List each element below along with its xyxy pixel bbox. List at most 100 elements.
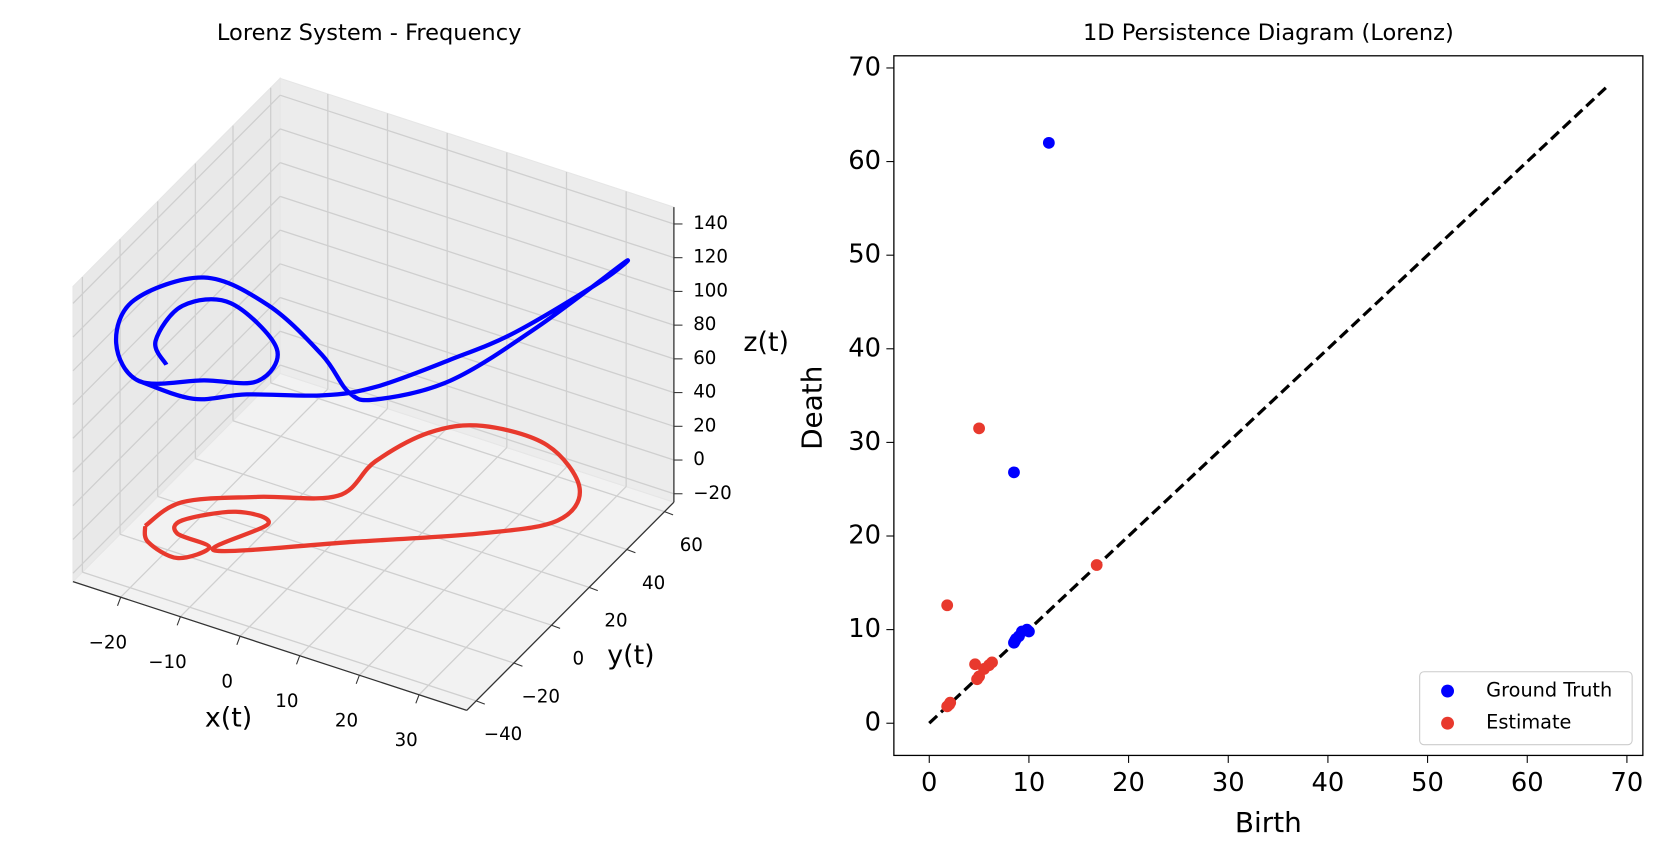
y-tick-label: −20 bbox=[521, 686, 559, 707]
plot-area bbox=[893, 55, 1644, 757]
grid-line bbox=[72, 94, 281, 304]
z-tick-label: 80 bbox=[693, 314, 716, 335]
y-tick-label: 60 bbox=[848, 146, 881, 176]
tick-mark bbox=[415, 694, 420, 704]
chart-title: 1D Persistence Diagram (Lorenz) bbox=[1083, 20, 1454, 46]
y-tick-label: 30 bbox=[848, 427, 881, 457]
reference-line bbox=[928, 85, 1609, 725]
legend-label: Ground Truth bbox=[1486, 679, 1612, 702]
tick-mark bbox=[664, 511, 674, 516]
grid-line bbox=[157, 495, 552, 626]
tick-mark bbox=[551, 624, 561, 629]
x-tick-label: −10 bbox=[148, 652, 186, 673]
grid-line bbox=[195, 457, 590, 588]
grid-line bbox=[418, 486, 627, 696]
point bbox=[986, 656, 998, 669]
z-tick-label: 0 bbox=[693, 449, 705, 470]
tick-mark bbox=[355, 675, 360, 685]
x-tick-label: 30 bbox=[395, 730, 418, 751]
z-tick-label: 40 bbox=[693, 382, 716, 403]
x-tick-label: 70 bbox=[1611, 768, 1644, 798]
grid-line bbox=[120, 388, 329, 598]
z-tick-label: 60 bbox=[693, 348, 716, 369]
x-tick-label: −20 bbox=[89, 632, 127, 653]
legend bbox=[1419, 671, 1633, 746]
legend-marker bbox=[1441, 684, 1455, 698]
grid-line bbox=[239, 427, 448, 637]
grid-line bbox=[279, 162, 675, 293]
grid-line bbox=[72, 128, 281, 338]
grid-line bbox=[72, 195, 281, 405]
x-tick-label: 50 bbox=[1411, 768, 1444, 798]
y-axis-label: Death bbox=[795, 366, 828, 450]
trajectory bbox=[113, 258, 631, 403]
trajectory bbox=[142, 423, 582, 561]
z-tick-label: 120 bbox=[693, 247, 728, 268]
grid-line bbox=[299, 447, 508, 657]
grid-line bbox=[279, 229, 675, 360]
x-tick-label: 60 bbox=[1511, 768, 1544, 798]
grid-line bbox=[82, 571, 477, 702]
tick-mark bbox=[296, 655, 301, 665]
grid-line bbox=[232, 420, 628, 551]
grid-line bbox=[279, 94, 675, 225]
point bbox=[1008, 466, 1020, 479]
point bbox=[1042, 136, 1055, 149]
y-tick-label: 70 bbox=[848, 52, 881, 82]
tick-mark bbox=[176, 616, 181, 626]
grid-line bbox=[279, 128, 675, 259]
y-tick-label: 20 bbox=[604, 611, 627, 632]
chart-title: Lorenz System - Frequency bbox=[217, 20, 521, 46]
axis-line bbox=[72, 580, 467, 711]
grid-line bbox=[72, 229, 281, 439]
point bbox=[973, 422, 985, 435]
point bbox=[1090, 559, 1103, 571]
point bbox=[941, 599, 954, 612]
x-tick-label: 20 bbox=[1112, 768, 1145, 798]
legend-marker bbox=[1441, 716, 1455, 730]
x-tick-label: 0 bbox=[221, 671, 233, 692]
grid-line bbox=[72, 297, 281, 507]
grid-line bbox=[279, 263, 675, 394]
legend-label: Estimate bbox=[1486, 711, 1571, 734]
x-tick-label: 10 bbox=[275, 691, 298, 712]
y-tick-label: 20 bbox=[848, 521, 881, 551]
grid-line bbox=[179, 408, 388, 618]
point bbox=[943, 698, 956, 711]
y-tick-label: −40 bbox=[484, 724, 522, 745]
grid-line bbox=[358, 466, 567, 676]
z-tick-label: −20 bbox=[693, 483, 731, 504]
x-tick-label: 30 bbox=[1212, 768, 1245, 798]
point bbox=[1009, 634, 1021, 647]
y-tick-label: 40 bbox=[642, 573, 665, 594]
x-tick-label: 0 bbox=[921, 768, 937, 798]
point bbox=[969, 658, 982, 671]
y-tick-label: 50 bbox=[848, 240, 881, 270]
z-tick-label: 140 bbox=[693, 213, 728, 234]
z-axis-label: z(t) bbox=[743, 327, 789, 358]
tick-mark bbox=[588, 586, 598, 592]
point bbox=[971, 673, 983, 686]
point bbox=[1023, 625, 1035, 638]
grid-line bbox=[72, 364, 281, 574]
grid-line bbox=[270, 382, 665, 513]
y-tick-label: 0 bbox=[865, 708, 881, 738]
y-axis-label: y(t) bbox=[607, 640, 654, 671]
x-axis-label: Birth bbox=[1235, 806, 1302, 839]
x-tick-label: 20 bbox=[335, 710, 358, 731]
z-tick-label: 20 bbox=[693, 415, 716, 436]
y-tick-label: 60 bbox=[680, 535, 703, 556]
x-tick-label: 10 bbox=[1013, 768, 1046, 798]
tick-mark bbox=[513, 662, 523, 667]
grid-line bbox=[279, 296, 675, 427]
y-tick-label: 10 bbox=[848, 614, 881, 644]
x-tick-label: 40 bbox=[1312, 768, 1345, 798]
z-tick-label: 100 bbox=[693, 280, 728, 301]
grid-line bbox=[279, 195, 675, 326]
x-axis-label: x(t) bbox=[205, 702, 252, 733]
axis-line bbox=[466, 501, 675, 711]
grid-line bbox=[72, 162, 281, 372]
tick-mark bbox=[117, 597, 122, 606]
y-tick-label: 0 bbox=[573, 649, 585, 670]
